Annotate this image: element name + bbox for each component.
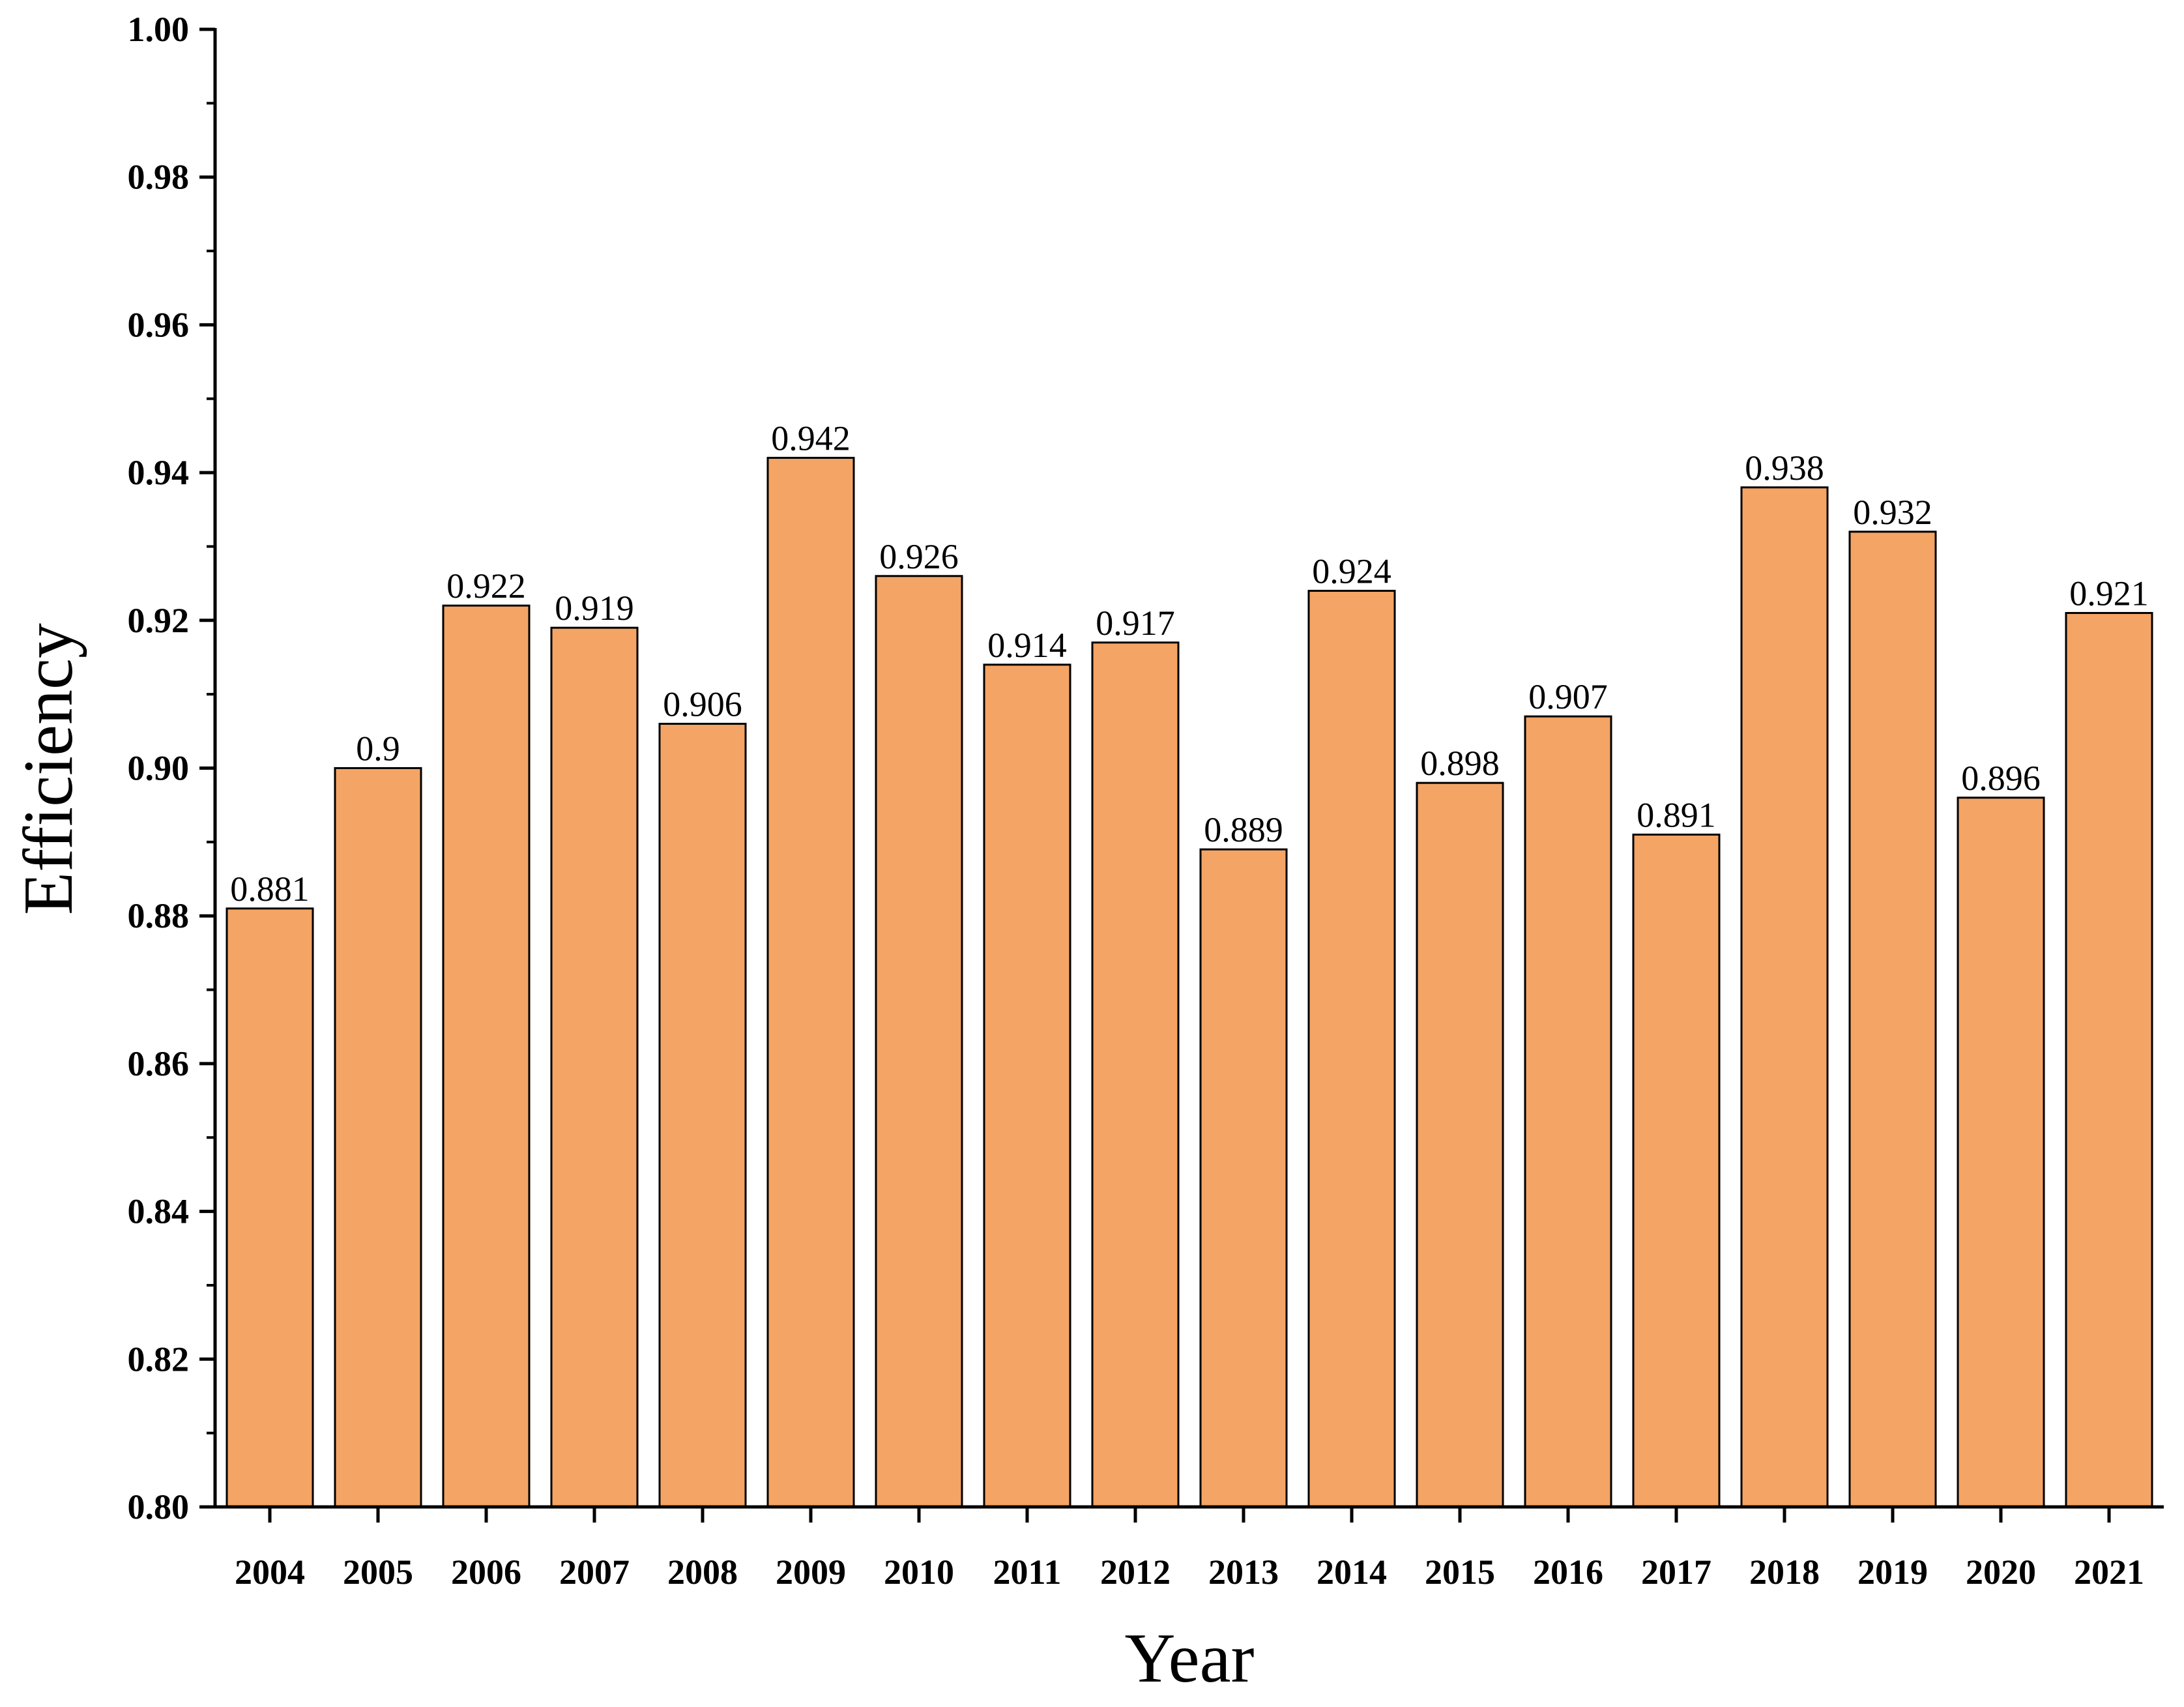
y-tick-label: 0.88 [128, 896, 190, 935]
value-label-2014: 0.924 [1312, 551, 1391, 591]
value-label-2012: 0.917 [1096, 604, 1175, 643]
x-tick-label-2009: 2009 [776, 1553, 846, 1592]
x-tick-label-2021: 2021 [2074, 1553, 2144, 1592]
value-label-2017: 0.891 [1637, 796, 1716, 835]
x-tick-label-2019: 2019 [1857, 1553, 1928, 1592]
value-label-2016: 0.907 [1528, 677, 1608, 716]
x-tick-label-2017: 2017 [1641, 1553, 1711, 1592]
x-axis-title: Year [1124, 1620, 1254, 1697]
bar-2010 [875, 575, 963, 1508]
bar-2008 [658, 722, 747, 1508]
value-label-2011: 0.914 [987, 626, 1067, 665]
bar-2018 [1740, 486, 1829, 1508]
bars-group [226, 456, 2153, 1508]
bar-2007 [550, 626, 639, 1508]
bar-2019 [1848, 531, 1937, 1508]
value-label-2010: 0.926 [879, 537, 959, 576]
value-label-2009: 0.942 [771, 418, 851, 458]
bar-2004 [226, 907, 314, 1508]
value-label-2018: 0.938 [1745, 448, 1824, 488]
value-label-2013: 0.889 [1204, 810, 1283, 849]
x-tick-label-2011: 2011 [993, 1553, 1061, 1592]
y-tick-label: 0.86 [128, 1044, 190, 1083]
value-label-2008: 0.906 [663, 684, 742, 723]
bar-2011 [983, 664, 1071, 1508]
bar-2014 [1307, 589, 1396, 1508]
bar-2012 [1091, 641, 1180, 1508]
value-label-2019: 0.932 [1853, 493, 1932, 532]
bar-2016 [1524, 715, 1612, 1508]
value-label-2006: 0.922 [446, 566, 526, 605]
y-tick-label: 0.92 [128, 601, 190, 640]
bar-2015 [1416, 781, 1504, 1508]
x-tick-label-2004: 2004 [235, 1553, 305, 1592]
y-tick-label: 0.82 [128, 1339, 190, 1379]
x-tick-label-2018: 2018 [1749, 1553, 1820, 1592]
y-tick-label: 0.80 [128, 1487, 190, 1526]
bar-2013 [1199, 848, 1288, 1508]
value-label-2021: 0.921 [2069, 574, 2149, 613]
x-tick-label-2010: 2010 [884, 1553, 954, 1592]
bar-2020 [1957, 796, 2045, 1508]
x-tick-label-2008: 2008 [667, 1553, 738, 1592]
value-label-2020: 0.896 [1961, 759, 2041, 798]
x-tick-label-2014: 2014 [1317, 1553, 1387, 1592]
y-tick-label: 0.98 [128, 158, 190, 197]
y-tick-label: 0.94 [128, 453, 190, 492]
value-label-2004: 0.881 [230, 869, 310, 909]
y-axis-title: Efficiency [10, 623, 87, 915]
y-tick-label: 1.00 [128, 10, 190, 49]
x-tick-label-2013: 2013 [1208, 1553, 1279, 1592]
x-tick-label-2006: 2006 [451, 1553, 521, 1592]
x-axis: 2004 2005 2006 2007 2008 2009 2010 2011 2012 2013… [214, 1505, 2164, 1592]
value-label-2007: 0.919 [555, 589, 634, 628]
bar-2009 [766, 456, 855, 1508]
bar-2006 [442, 604, 531, 1508]
x-tick-label-2005: 2005 [343, 1553, 413, 1592]
x-tick-label-2016: 2016 [1533, 1553, 1603, 1592]
y-tick-label: 0.96 [128, 305, 190, 344]
bar-2021 [2065, 611, 2153, 1508]
y-tick-label: 0.84 [128, 1192, 190, 1231]
y-axis: 0.80 0.82 0.84 0.86 0.88 0.90 0.92 0.94 0.96 0.98… [128, 10, 217, 1526]
value-labels-group: 0.881 0.9 0.922 0.919 0.906 0.942 0.926 0.914 0.… [230, 418, 2149, 908]
y-tick-label: 0.90 [128, 749, 190, 788]
value-label-2015: 0.898 [1420, 744, 1500, 783]
bar-2017 [1632, 834, 1721, 1508]
x-tick-label-2015: 2015 [1425, 1553, 1495, 1592]
value-label-2005: 0.9 [356, 729, 400, 768]
x-tick-label-2012: 2012 [1100, 1553, 1171, 1592]
x-tick-label-2020: 2020 [1966, 1553, 2036, 1592]
bar-2005 [334, 767, 422, 1508]
x-tick-label-2007: 2007 [559, 1553, 630, 1592]
